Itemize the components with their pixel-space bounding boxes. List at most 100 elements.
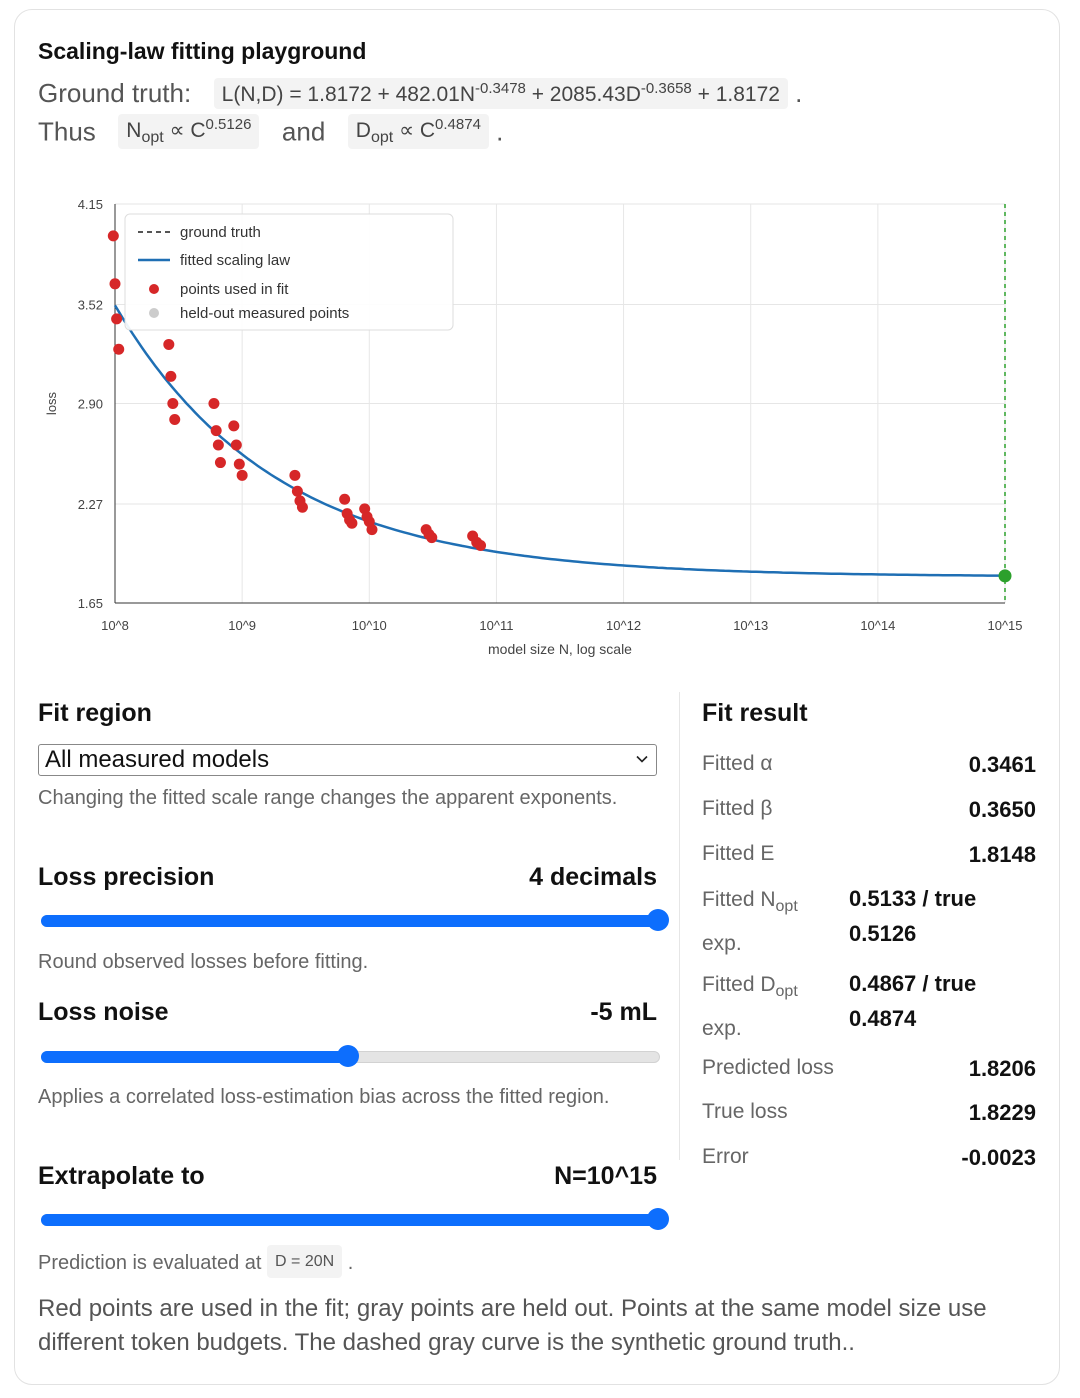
fit-region-selected: All measured models bbox=[45, 746, 270, 773]
loss-chart: 10^8 10^9 10^10 10^11 10^12 10^13 10^14 10^15 1.… bbox=[44, 197, 1023, 657]
legend-box bbox=[124, 213, 454, 331]
y-tick-label: 1.65 bbox=[78, 596, 103, 611]
dopt-relation: Dopt ∝ C0.4874 bbox=[347, 114, 489, 150]
extrapolate-slider[interactable] bbox=[41, 1208, 669, 1232]
extrapolate-value: N=10^15 bbox=[554, 1162, 657, 1190]
slider-thumb[interactable] bbox=[647, 909, 669, 931]
predicted-loss-value: 1.8206 bbox=[968, 1056, 1036, 1081]
y-tick-label: 4.15 bbox=[78, 197, 103, 212]
fit-point bbox=[296, 501, 308, 513]
x-tick-label: 10^9 bbox=[228, 618, 256, 633]
loss-precision-slider[interactable] bbox=[41, 909, 669, 933]
x-tick-label: 10^12 bbox=[606, 618, 641, 633]
x-tick-label: 10^14 bbox=[860, 618, 895, 633]
fitted-e-value: 1.8148 bbox=[968, 842, 1036, 867]
fitted-dopt-value: 0.4867 / true 0.4874 bbox=[849, 971, 977, 1031]
fit-point bbox=[210, 425, 222, 437]
x-tick-label: 10^15 bbox=[987, 618, 1022, 633]
fitted-beta-label: Fitted β bbox=[702, 797, 773, 820]
fit-point bbox=[289, 469, 301, 481]
fit-point bbox=[113, 343, 125, 355]
ground-truth-period: . bbox=[795, 78, 803, 108]
extrapolate-title: Extrapolate to bbox=[38, 1162, 205, 1190]
ground-truth-equation: L(N,D) = 1.8172 + 482.01N-0.3478 + 2085.… bbox=[213, 77, 788, 109]
loss-precision-help: Round observed losses before fitting. bbox=[38, 951, 369, 973]
fit-point bbox=[366, 524, 378, 536]
slider-fill bbox=[41, 915, 658, 927]
fit-region-help: Changing the fitted scale range changes … bbox=[38, 787, 618, 809]
extrapolated-point bbox=[998, 569, 1012, 583]
footer-note: Red points are used in the fit; gray poi… bbox=[38, 1295, 987, 1356]
fit-point bbox=[111, 313, 123, 325]
fit-point bbox=[339, 493, 351, 505]
x-tick-label: 10^8 bbox=[101, 618, 129, 633]
loss-noise-help: Applies a correlated loss-estimation bia… bbox=[38, 1086, 610, 1108]
fit-point bbox=[208, 398, 220, 409]
loss-noise-slider[interactable] bbox=[41, 1045, 660, 1069]
loss-noise-value: -5 mL bbox=[590, 998, 657, 1026]
x-tick-label: 10^10 bbox=[352, 618, 387, 633]
y-axis-label: loss bbox=[44, 391, 59, 415]
slider-thumb[interactable] bbox=[337, 1045, 360, 1067]
thus-label: Thus bbox=[38, 116, 96, 147]
fit-point bbox=[233, 458, 245, 470]
fit-region-title: Fit region bbox=[38, 699, 152, 727]
legend-held-out-swatch bbox=[149, 308, 159, 318]
fit-point bbox=[214, 457, 226, 469]
fit-region-select[interactable]: All measured models bbox=[38, 744, 657, 776]
legend-label: ground truth bbox=[180, 224, 261, 241]
fitted-alpha-value: 0.3461 bbox=[968, 752, 1036, 777]
legend-label: held-out measured points bbox=[180, 305, 349, 322]
slider-thumb[interactable] bbox=[647, 1208, 669, 1230]
fitted-alpha-label: Fitted α bbox=[702, 752, 773, 775]
page-title: Scaling-law fitting playground bbox=[38, 38, 367, 64]
fit-point bbox=[236, 469, 248, 481]
fit-point bbox=[291, 485, 303, 497]
true-loss-label: True loss bbox=[702, 1100, 788, 1123]
legend-fit-points-swatch bbox=[149, 284, 159, 294]
fit-result-title: Fit result bbox=[702, 699, 808, 727]
y-tick-label: 2.27 bbox=[78, 497, 103, 512]
error-label: Error bbox=[702, 1145, 749, 1168]
loss-noise-title: Loss noise bbox=[38, 998, 169, 1026]
error-value: -0.0023 bbox=[961, 1145, 1036, 1170]
legend-label: points used in fit bbox=[180, 281, 289, 298]
fit-point bbox=[228, 420, 240, 432]
fit-point bbox=[165, 370, 177, 382]
fit-point bbox=[475, 540, 487, 552]
true-loss-value: 1.8229 bbox=[968, 1100, 1036, 1125]
extrapolate-help: Prediction is evaluated at D = 20N . bbox=[38, 1245, 353, 1280]
x-tick-label: 10^11 bbox=[479, 618, 513, 633]
thus-line: Thus Nopt ∝ C0.5126 and Dopt ∝ C0.4874 . bbox=[38, 114, 504, 151]
predicted-loss-label: Predicted loss bbox=[702, 1056, 834, 1079]
fitted-nopt-label: Fitted Nopt exp. bbox=[702, 888, 798, 956]
fit-point bbox=[167, 398, 179, 409]
fit-point bbox=[169, 413, 181, 425]
loss-precision-title: Loss precision bbox=[38, 863, 215, 891]
slider-fill bbox=[41, 1214, 658, 1226]
fit-point bbox=[107, 230, 119, 242]
thus-period: . bbox=[496, 116, 504, 147]
ground-truth-line: Ground truth: L(N,D) = 1.8172 + 482.01N-… bbox=[38, 77, 803, 111]
and-label: and bbox=[281, 116, 326, 147]
fit-point bbox=[230, 439, 242, 451]
d-equals-20n-chip: D = 20N bbox=[267, 1245, 343, 1278]
chevron-down-icon bbox=[636, 755, 648, 763]
x-tick-label: 10^13 bbox=[733, 618, 768, 633]
fitted-nopt-value: 0.5133 / true 0.5126 bbox=[849, 886, 977, 946]
legend-label: fitted scaling law bbox=[180, 252, 290, 269]
fit-point bbox=[426, 532, 438, 544]
fitted-e-label: Fitted E bbox=[702, 842, 775, 865]
y-tick-label: 2.90 bbox=[78, 397, 103, 412]
fit-point bbox=[163, 338, 175, 350]
fitted-beta-value: 0.3650 bbox=[968, 797, 1036, 822]
slider-fill bbox=[41, 1051, 349, 1063]
column-divider bbox=[679, 692, 680, 1160]
fit-point bbox=[346, 517, 358, 529]
ground-truth-label: Ground truth: bbox=[38, 78, 192, 108]
fit-point bbox=[212, 439, 224, 451]
loss-precision-value: 4 decimals bbox=[529, 863, 657, 891]
fit-point bbox=[109, 278, 121, 290]
fitted-scaling-law-line bbox=[113, 304, 1006, 577]
x-axis-label: model size N, log scale bbox=[488, 641, 632, 657]
